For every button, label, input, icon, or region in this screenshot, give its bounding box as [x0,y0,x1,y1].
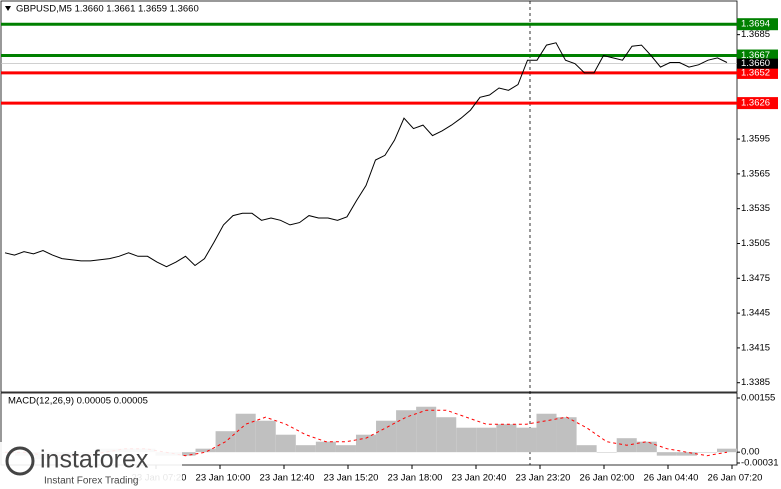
title-arrow [5,6,11,11]
macd-bar [335,445,356,453]
macd-bar [496,424,517,453]
y-tick-label: 1.3415 [741,342,770,353]
watermark-logo [5,446,35,476]
y-tick-label: 1.3565 [741,168,770,179]
x-tick-label: 23 Jan 18:00 [388,473,443,484]
level-label: 1.3652 [741,67,770,78]
watermark-brand: instaforex [40,446,149,474]
watermark-bg [0,442,182,489]
macd-bar [416,406,437,453]
y-tick-label: 1.3535 [741,203,770,214]
macd-bar [355,434,377,453]
macd-bar [716,448,738,453]
macd-bar [175,452,196,456]
y-tick-label: 1.3445 [741,308,770,319]
title: GBPUSD,M5 1.3660 1.3661 1.3659 1.3660 [16,4,199,15]
level-label: 1.3626 [741,98,770,109]
price-tag [737,58,778,69]
y-tick-label: 1.3385 [741,377,770,388]
level-label: 1.3694 [741,19,770,30]
level-tag [737,49,778,62]
price-label: 1.3660 [741,58,770,69]
level-tag [737,97,778,110]
macd-frame [0,392,738,466]
macd-bar [315,441,336,453]
x-tick-label: 26 Jan 07:20 [708,473,763,484]
watermark-tagline: Instant Forex Trading [44,476,139,487]
x-tick-label: 26 Jan 02:00 [580,473,635,484]
watermark: instaforex Instant Forex Trading [0,442,182,489]
macd-bar [596,452,617,453]
macd-bar [376,420,397,453]
level-label: 1.3667 [741,50,770,61]
x-tick-label: 23 Jan 12:40 [260,473,315,484]
price-frame [0,0,738,393]
macd-bar [195,448,216,453]
y-tick-label: 0.00 [741,447,760,458]
x-tick-label: 23 Jan 15:20 [324,473,379,484]
macd-bar [275,434,296,453]
macd-bar [516,427,537,453]
level-tag [737,18,778,31]
x-tick-label: 23 Jan 10:00 [196,473,251,484]
x-tick-label: 23 Jan 20:40 [452,473,507,484]
y-tick-label: 0.00155 [741,393,775,404]
y-tick-label: 1.3595 [741,134,770,145]
macd-bar [576,445,597,453]
macd-bar [676,452,697,456]
macd-bar [295,445,316,453]
x-tick-label: 23 Jan 23:20 [516,473,571,484]
x-tick-label: 26 Jan 04:40 [644,473,699,484]
y-tick-label: -0.00031 [741,458,779,469]
macd-bar [235,413,256,453]
y-tick-label: 1.3505 [741,238,770,249]
macd-bar [255,420,276,453]
level-tag [737,66,778,79]
macd-bar [215,431,236,453]
macd-bar [536,413,557,453]
macd-bar [656,452,677,456]
y-tick-label: 1.3685 [741,29,770,40]
price-line-series [4,42,728,268]
macd-bar [456,427,477,453]
macd-bar [476,427,497,453]
macd-bar [636,441,657,453]
macd-bar [556,417,577,453]
macd-bar [436,417,457,453]
macd-bar [696,452,717,453]
macd-bar [396,410,417,453]
macd-title: MACD(12,26,9) 0.00005 0.00005 [8,396,148,407]
y-tick-label: 1.3475 [741,273,770,284]
